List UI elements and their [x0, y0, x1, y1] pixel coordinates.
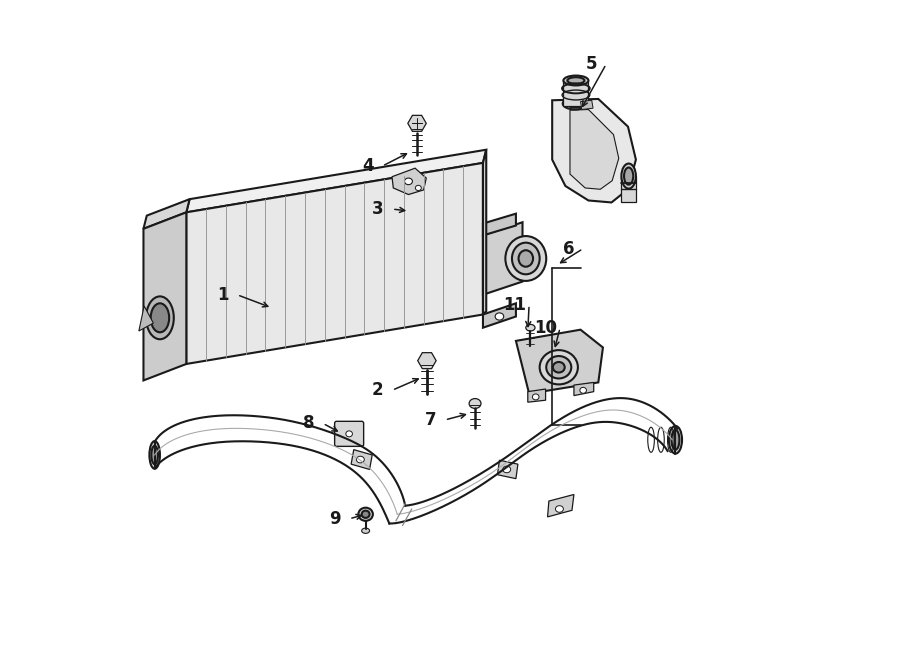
Ellipse shape	[495, 313, 504, 320]
Text: 6: 6	[562, 240, 574, 258]
Ellipse shape	[624, 167, 634, 185]
Polygon shape	[574, 383, 594, 396]
Ellipse shape	[149, 441, 160, 469]
Polygon shape	[553, 99, 636, 203]
Ellipse shape	[518, 250, 533, 267]
Polygon shape	[498, 460, 518, 479]
Text: 7: 7	[425, 411, 436, 429]
Ellipse shape	[669, 426, 682, 453]
Text: 10: 10	[534, 318, 557, 337]
Text: 9: 9	[328, 510, 340, 528]
Polygon shape	[143, 199, 190, 229]
Ellipse shape	[621, 164, 636, 189]
Ellipse shape	[503, 466, 510, 473]
Ellipse shape	[146, 297, 174, 339]
Ellipse shape	[563, 75, 589, 85]
Polygon shape	[621, 176, 636, 203]
Polygon shape	[186, 150, 486, 213]
Ellipse shape	[562, 97, 588, 109]
Polygon shape	[483, 303, 516, 328]
Polygon shape	[143, 213, 186, 381]
Ellipse shape	[362, 528, 370, 534]
Ellipse shape	[555, 506, 563, 512]
Ellipse shape	[512, 243, 540, 274]
Ellipse shape	[580, 387, 587, 393]
Polygon shape	[392, 168, 427, 195]
FancyBboxPatch shape	[335, 421, 364, 446]
Polygon shape	[563, 81, 589, 105]
Text: 11: 11	[503, 296, 526, 314]
Ellipse shape	[346, 431, 353, 437]
Text: 4: 4	[362, 157, 374, 175]
Polygon shape	[580, 100, 593, 109]
Polygon shape	[139, 306, 153, 331]
Ellipse shape	[526, 324, 535, 331]
Text: 8: 8	[302, 414, 314, 432]
Polygon shape	[351, 449, 373, 469]
Text: 5: 5	[586, 55, 598, 73]
Ellipse shape	[404, 178, 412, 185]
Ellipse shape	[416, 185, 421, 191]
Text: 3: 3	[372, 200, 383, 218]
Text: 2: 2	[372, 381, 383, 399]
Polygon shape	[483, 214, 516, 236]
Ellipse shape	[358, 508, 373, 521]
Polygon shape	[547, 495, 574, 517]
Ellipse shape	[356, 456, 365, 463]
Ellipse shape	[151, 446, 158, 464]
Ellipse shape	[506, 236, 546, 281]
Text: 1: 1	[217, 286, 229, 304]
Polygon shape	[570, 109, 619, 189]
Polygon shape	[483, 222, 523, 295]
Ellipse shape	[553, 362, 564, 373]
Polygon shape	[527, 389, 545, 402]
Polygon shape	[186, 163, 483, 364]
Ellipse shape	[546, 356, 572, 379]
Ellipse shape	[362, 510, 370, 518]
Ellipse shape	[540, 350, 578, 385]
Ellipse shape	[469, 399, 481, 408]
Ellipse shape	[150, 303, 169, 332]
Ellipse shape	[533, 394, 539, 400]
Polygon shape	[516, 330, 603, 394]
Polygon shape	[483, 150, 486, 314]
Ellipse shape	[567, 77, 584, 84]
Ellipse shape	[671, 430, 680, 449]
Ellipse shape	[567, 99, 584, 107]
